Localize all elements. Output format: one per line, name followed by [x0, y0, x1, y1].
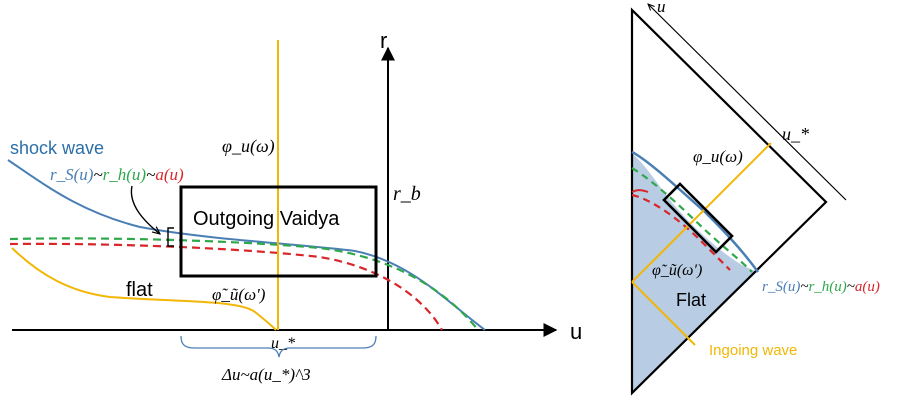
- right-rs-label: r_S(u): [762, 279, 800, 295]
- tilde-1: ~: [93, 165, 102, 184]
- penrose-triangle: [630, 7, 828, 396]
- right-a-label: a(u): [855, 279, 880, 295]
- left-panel: u r Outgoing Vaidya shock wave r_S(u)~r_…: [7, 28, 582, 384]
- ingoing-wave-line: [631, 281, 696, 346]
- right-ustar-line: [631, 142, 772, 283]
- delta-u-label: Δu~a(u_*)^3: [221, 365, 311, 384]
- right-vaidya-box: [662, 182, 734, 254]
- right-phi-u-label: φ_u(ω): [693, 147, 743, 166]
- r-axis-label: r: [380, 28, 387, 53]
- tilde-2: ~: [146, 165, 155, 184]
- curve-bracket: [167, 227, 174, 247]
- right-panel: u u_* φ_u(ω) φ̃_ũ(ω′) Flat Ingoing wave …: [630, 0, 880, 396]
- rs-label: r_S(u): [50, 165, 94, 184]
- right-ustar-label: u_*: [782, 124, 809, 144]
- right-flat-label: Flat: [676, 290, 706, 310]
- right-tilde-1: ~: [800, 279, 808, 295]
- u-null-axis: [648, 4, 847, 201]
- flat-label: flat: [126, 279, 153, 301]
- pointer-arrow: [130, 185, 160, 234]
- phi-u-label: φ_u(ω): [222, 136, 275, 157]
- right-shock-curve: [631, 150, 760, 273]
- rh-label: r_h(u): [103, 165, 147, 184]
- right-radii-relation-label: r_S(u)~r_h(u)~a(u): [762, 279, 880, 295]
- phi-tilde-label: φ̃_ũ(ω′): [212, 285, 266, 304]
- outgoing-vaidya-label: Outgoing Vaidya: [193, 208, 340, 230]
- a-label: a(u): [155, 165, 184, 184]
- rb-label: r_b: [393, 183, 421, 205]
- flat-region: [632, 153, 757, 393]
- right-phi-tilde-label: φ̃_ũ(ω′): [652, 262, 702, 279]
- flat-curve: [11, 247, 277, 331]
- right-rh-label: r_h(u): [808, 279, 846, 295]
- delta-u-brace: [180, 335, 377, 358]
- u-null-axis-label: u: [657, 0, 666, 16]
- u-axis-label: u: [570, 319, 582, 344]
- right-apparent-curve: [631, 193, 731, 271]
- horizon-curve: [9, 237, 479, 331]
- radii-relation-label: r_S(u)~r_h(u)~a(u): [50, 165, 184, 184]
- shock-wave-label: shock wave: [10, 138, 104, 158]
- apparent-curve: [9, 242, 443, 331]
- right-red-end: [631, 189, 649, 193]
- outgoing-vaidya-box: [179, 185, 378, 278]
- ingoing-wave-label: Ingoing wave: [709, 342, 797, 359]
- right-horizon-curve: [631, 167, 753, 273]
- right-tilde-2: ~: [847, 279, 855, 295]
